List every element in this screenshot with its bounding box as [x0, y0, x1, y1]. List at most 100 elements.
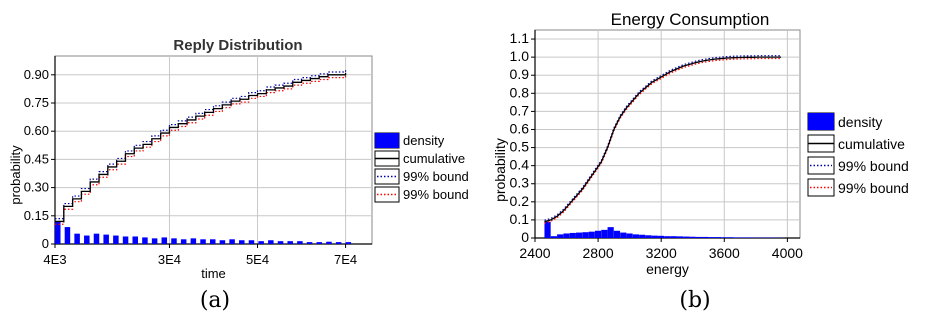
- density-bar-reply: [200, 239, 206, 244]
- density-bar-reply: [171, 238, 177, 244]
- density-bar-energy: [550, 236, 557, 238]
- density-bar-energy: [569, 232, 576, 238]
- density-bar-energy: [544, 221, 551, 238]
- density-bar-reply: [258, 241, 264, 244]
- panel-energy-consumption: 0 0.1 0.2 0.3 0.4 0.5 0.6 0.7 0.8 0.9 1.0 1.1 2400 28…: [492, 10, 909, 313]
- density-bar-energy: [651, 235, 658, 238]
- density-bar-reply: [229, 239, 235, 244]
- density-bar-energy: [664, 236, 671, 238]
- y-tick-label-energy: 0.3: [510, 175, 530, 191]
- density-bar-energy: [639, 234, 646, 238]
- panel-caption-reply: (a): [200, 288, 230, 313]
- density-bar-energy: [683, 236, 690, 238]
- y-tick-label-energy: 0.8: [510, 84, 530, 100]
- density-bar-reply: [297, 241, 303, 244]
- density-bar-energy: [645, 235, 652, 238]
- panel-reply-distribution: 0 0.15 0.30 0.45 0.60 0.75 0.90 4E3 3E4 5E4 7E4 Rep…: [8, 37, 469, 313]
- density-bar-reply: [287, 241, 293, 244]
- cumulative-line-reply: [55, 72, 347, 223]
- legend-label-reply: 99% bound: [403, 187, 469, 202]
- legend-swatch-density-reply: [375, 133, 399, 148]
- bound-line-upper-energy: [544, 55, 782, 221]
- density-bar-energy: [727, 237, 734, 238]
- x-tick-label-reply: 4E3: [43, 252, 66, 267]
- legend-label-energy: 99% bound: [838, 180, 909, 196]
- y-tick-label-energy: 1.1: [510, 30, 530, 46]
- bound-line-lower-energy: [544, 57, 782, 224]
- density-bar-energy: [733, 237, 740, 238]
- density-bar-energy: [721, 237, 728, 238]
- y-tick-label-reply: 0: [42, 236, 49, 251]
- density-bar-reply: [122, 236, 129, 244]
- x-tick-label-reply: 5E4: [246, 252, 269, 267]
- density-bar-energy: [601, 229, 608, 238]
- density-bar-reply: [277, 241, 284, 244]
- y-tick-label-energy: 1.0: [510, 48, 530, 64]
- cumulative-line-energy: [544, 56, 782, 223]
- density-bar-reply: [306, 242, 313, 244]
- density-bar-energy: [613, 230, 621, 238]
- density-bar-energy: [689, 236, 696, 238]
- density-bar-reply: [161, 237, 168, 244]
- density-bar-reply: [248, 240, 255, 244]
- y-tick-label-energy: 0.2: [510, 193, 530, 209]
- density-bar-energy: [582, 232, 589, 238]
- density-bar-reply: [142, 237, 148, 244]
- density-bar-energy: [626, 233, 633, 238]
- density-bar-energy: [670, 236, 677, 238]
- x-tick-label-energy: 4000: [772, 245, 803, 261]
- y-tick-label-energy: 0.5: [510, 139, 530, 155]
- legend-swatch-density-energy: [808, 113, 834, 130]
- chart-title-energy: Energy Consumption: [611, 10, 770, 29]
- chart-title-reply: Reply Distribution: [173, 37, 302, 54]
- x-tick-label-energy: 3200: [646, 245, 677, 261]
- x-tick-label-reply: 3E4: [158, 252, 181, 267]
- density-bar-energy: [620, 232, 627, 238]
- density-bar-reply: [209, 239, 216, 244]
- density-bar-energy: [658, 235, 665, 238]
- density-bar-reply: [219, 240, 226, 244]
- y-tick-label-reply: 0.60: [24, 123, 49, 138]
- legend-label-reply: 99% bound: [403, 169, 469, 184]
- x-tick-label-energy: 2400: [519, 245, 550, 261]
- density-bar-reply: [180, 239, 187, 244]
- x-tick-label-energy: 3600: [709, 245, 740, 261]
- density-bar-reply: [239, 240, 245, 244]
- density-bar-reply: [345, 242, 352, 244]
- density-bar-reply: [55, 221, 61, 244]
- legend-swatch-box-reply: [374, 168, 400, 185]
- density-bar-energy: [708, 237, 715, 238]
- legend-label-energy: 99% bound: [838, 158, 909, 174]
- density-bar-energy: [695, 236, 703, 238]
- y-tick-label-energy: 0.6: [510, 120, 530, 136]
- density-bar-energy: [594, 230, 602, 238]
- panel-caption-energy: (b): [679, 288, 710, 313]
- y-tick-label-energy: 0: [521, 229, 529, 245]
- density-bar-energy: [563, 233, 570, 238]
- y-tick-label-energy: 0.1: [510, 211, 530, 227]
- plot-area-reply: [54, 55, 373, 245]
- y-axis-label-energy: probability: [492, 138, 508, 202]
- y-tick-label-energy: 0.7: [510, 102, 530, 118]
- density-bar-energy: [557, 234, 564, 238]
- legend-label-reply: cumulative: [403, 151, 465, 166]
- y-axis-label-reply: probability: [8, 145, 23, 205]
- density-bar-reply: [103, 234, 109, 244]
- y-tick-label-energy: 0.9: [510, 66, 530, 82]
- x-tick-label-energy: 2800: [583, 245, 614, 261]
- y-tick-label-reply: 0.45: [24, 151, 49, 166]
- density-bar-energy: [740, 237, 747, 238]
- density-bar-reply: [74, 233, 80, 244]
- density-bar-energy: [676, 236, 684, 238]
- density-bar-reply: [132, 236, 138, 244]
- density-bar-energy: [576, 232, 583, 238]
- density-bar-reply: [151, 238, 158, 244]
- y-tick-label-reply: 0.90: [24, 67, 49, 82]
- density-bar-energy: [632, 234, 639, 238]
- density-bar-energy: [588, 231, 595, 238]
- x-axis-label-energy: energy: [646, 261, 689, 277]
- y-tick-label-reply: 0.15: [24, 208, 49, 223]
- density-bar-reply: [190, 238, 197, 244]
- y-tick-label-energy: 0.4: [510, 157, 530, 173]
